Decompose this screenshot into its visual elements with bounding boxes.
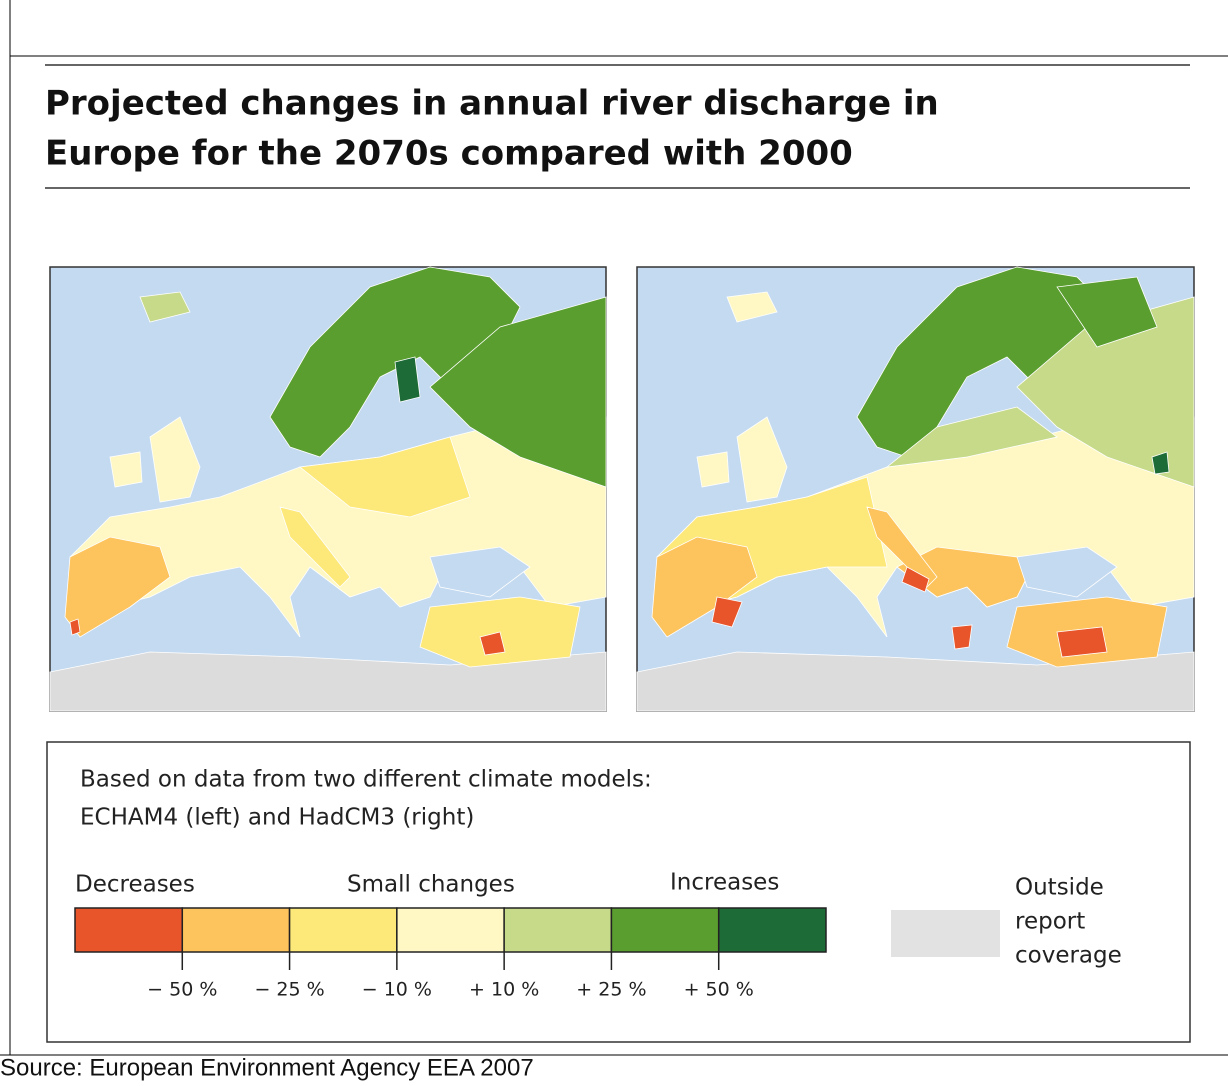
scale-swatch	[397, 908, 504, 952]
outside-label: coverage	[1015, 943, 1122, 969]
title: Projected changes in annual river discha…	[45, 84, 939, 124]
scale-tick-label: + 25 %	[576, 979, 646, 1001]
outside-label: report	[1015, 909, 1085, 935]
scale-tick-label: − 50 %	[147, 979, 217, 1001]
legend-group-label: Decreases	[75, 872, 195, 898]
outside-swatch	[891, 910, 1000, 957]
legend-group-label: Small changes	[347, 872, 515, 898]
title: Europe for the 2070s compared with 2000	[45, 134, 853, 174]
color-scale: − 50 % − 25 % − 10 % + 10 % + 25 % + 50 %	[75, 908, 826, 1001]
caption: Based on data from two different climate…	[80, 767, 652, 793]
scale-swatch	[719, 908, 826, 952]
caption: ECHAM4 (left) and HadCM3 (right)	[80, 805, 474, 831]
outside-label: Outside	[1015, 875, 1104, 901]
legend-group-label: Increases	[670, 870, 779, 896]
map-left	[50, 267, 606, 711]
scale-tick-label: + 50 %	[684, 979, 754, 1001]
scale-tick-label: + 10 %	[469, 979, 539, 1001]
page: Projected changes in annual river discha…	[0, 0, 1228, 1082]
map-right	[637, 267, 1194, 711]
scale-swatch	[504, 908, 611, 952]
source: Source: European Environment Agency EEA …	[0, 1054, 534, 1081]
scale-swatch	[182, 908, 289, 952]
scale-swatch	[611, 908, 718, 952]
scale-swatch	[290, 908, 397, 952]
scale-tick-label: − 10 %	[362, 979, 432, 1001]
scale-swatch	[75, 908, 182, 952]
scale-tick-label: − 25 %	[254, 979, 324, 1001]
